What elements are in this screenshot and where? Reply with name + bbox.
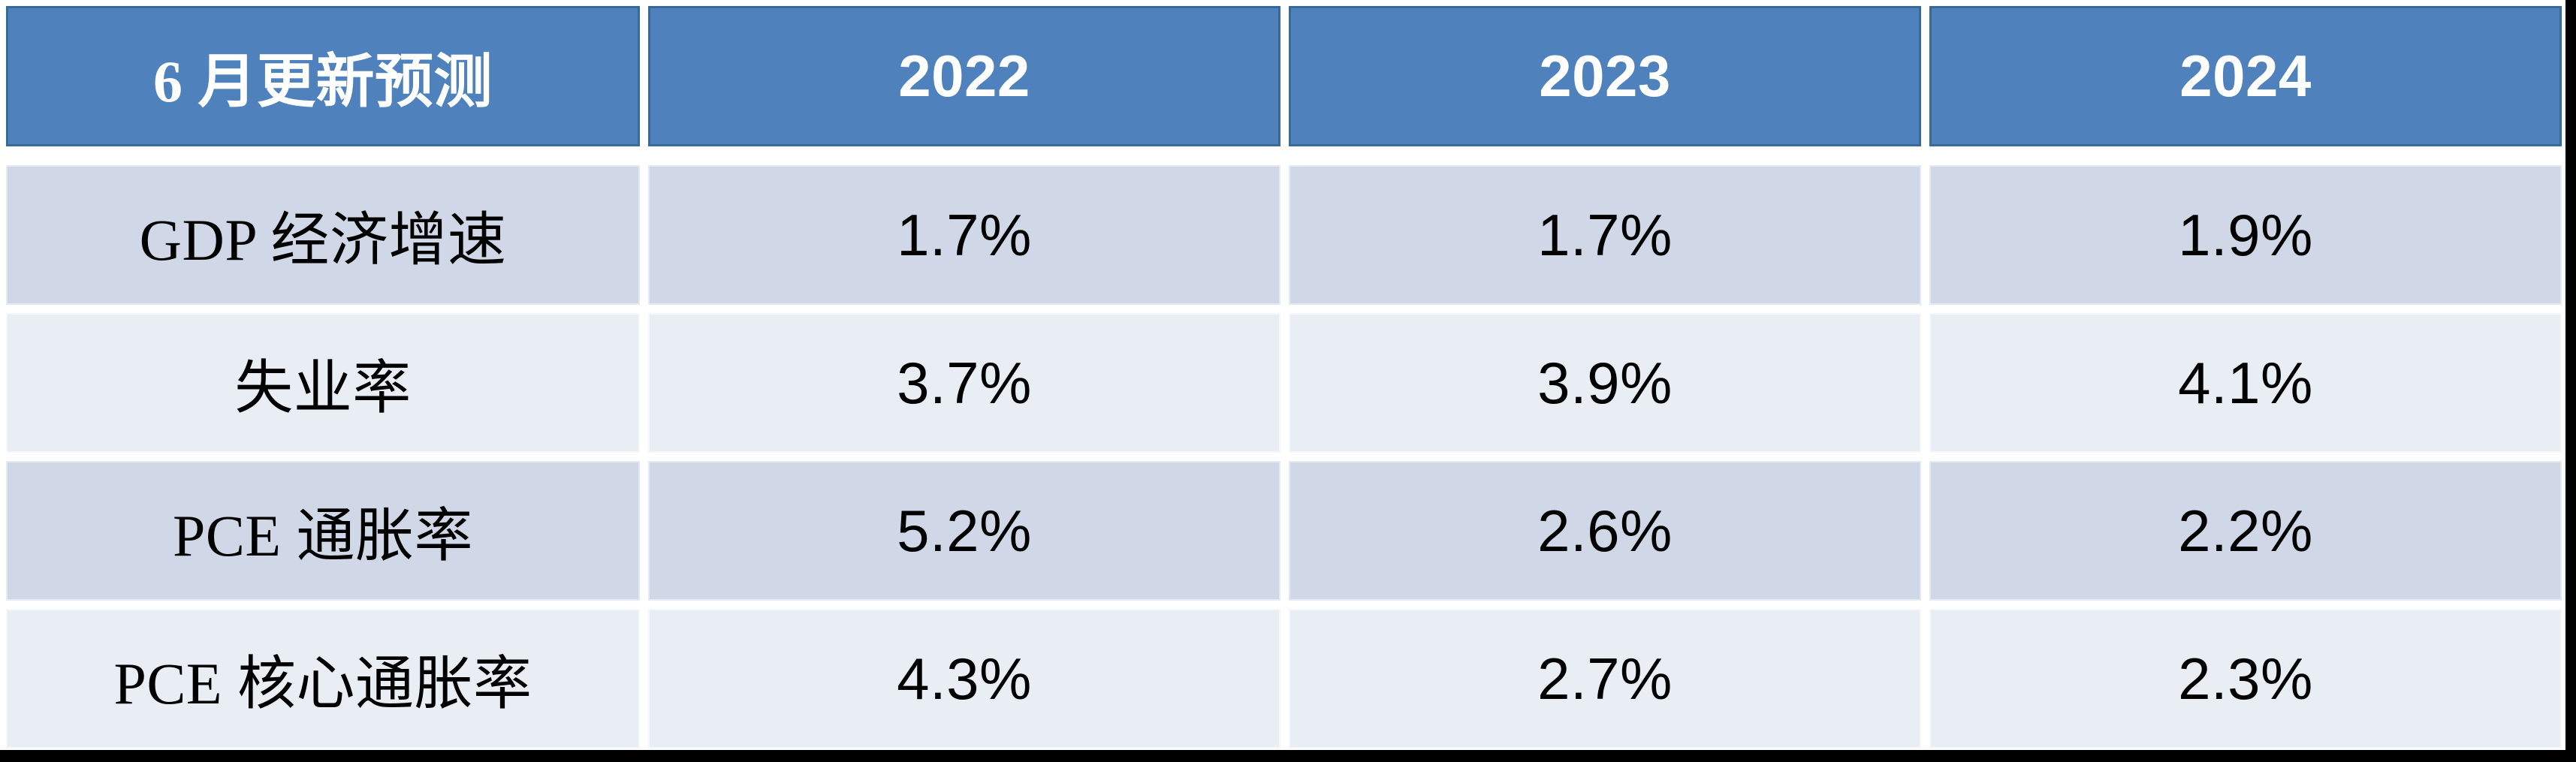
table-header-row: 6 月更新预测 2022 2023 2024 (6, 6, 2562, 146)
table-row-unemployment: 失业率 3.7% 3.9% 4.1% (6, 313, 2562, 453)
core-pce-2023-value: 2.7% (1289, 609, 1921, 748)
right-black-frame-bar (2565, 0, 2576, 762)
column-header-2024: 2024 (1929, 6, 2562, 146)
column-header-2022: 2022 (648, 6, 1280, 146)
gdp-2024-value: 1.9% (1929, 165, 2562, 305)
unemployment-2023-value: 3.9% (1289, 313, 1921, 453)
core-pce-2022-value: 4.3% (648, 609, 1280, 748)
pce-inflation-2024-value: 2.2% (1929, 461, 2562, 601)
row-label-gdp: GDP 经济增速 (6, 165, 640, 305)
table-row-pce-inflation: PCE 通胀率 5.2% 2.6% 2.2% (6, 461, 2562, 601)
unemployment-2024-value: 4.1% (1929, 313, 2562, 453)
table-title-cell: 6 月更新预测 (6, 6, 640, 146)
column-header-2023: 2023 (1289, 6, 1921, 146)
table-row-gdp: GDP 经济增速 1.7% 1.7% 1.9% (6, 165, 2562, 305)
core-pce-2024-value: 2.3% (1929, 609, 2562, 748)
forecast-table: 6 月更新预测 2022 2023 2024 GDP 经济增速 1.7% 1.7… (6, 6, 2562, 748)
row-label-pce-inflation: PCE 通胀率 (6, 461, 640, 601)
bottom-black-frame-bar (0, 750, 2576, 762)
row-label-core-pce-inflation: PCE 核心通胀率 (6, 609, 640, 748)
gdp-2023-value: 1.7% (1289, 165, 1921, 305)
pce-inflation-2023-value: 2.6% (1289, 461, 1921, 601)
gdp-2022-value: 1.7% (648, 165, 1280, 305)
table-row-core-pce-inflation: PCE 核心通胀率 4.3% 2.7% 2.3% (6, 609, 2562, 748)
unemployment-2022-value: 3.7% (648, 313, 1280, 453)
row-label-unemployment: 失业率 (6, 313, 640, 453)
pce-inflation-2022-value: 5.2% (648, 461, 1280, 601)
